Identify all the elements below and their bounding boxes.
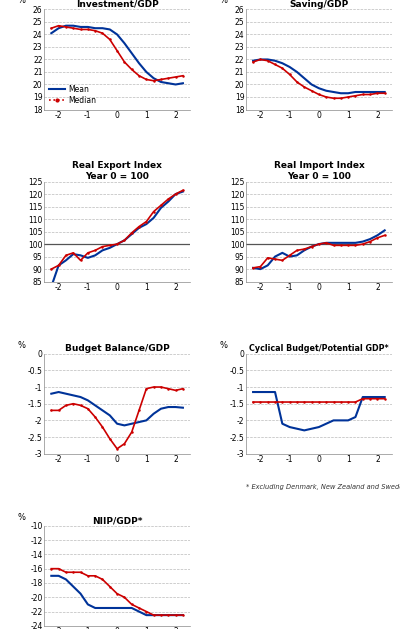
Title: Cyclical Budget/Potential GDP*: Cyclical Budget/Potential GDP* [249, 344, 389, 353]
Text: * Excluding Denmark, New Zealand and Sweden 1982.: * Excluding Denmark, New Zealand and Swe… [246, 484, 400, 490]
Title: NIIP/GDP*: NIIP/GDP* [92, 516, 142, 525]
Text: %: % [220, 0, 228, 6]
Text: %: % [18, 513, 26, 522]
Text: %: % [18, 0, 26, 6]
Text: %: % [220, 341, 228, 350]
Title: Investment/GDP: Investment/GDP [76, 0, 158, 9]
Title: Budget Balance/GDP: Budget Balance/GDP [65, 344, 170, 353]
Title: Saving/GDP: Saving/GDP [289, 0, 348, 9]
Legend: Mean, Median: Mean, Median [48, 84, 97, 106]
Title: Real Import Index
Year 0 = 100: Real Import Index Year 0 = 100 [274, 160, 364, 181]
Title: Real Export Index
Year 0 = 100: Real Export Index Year 0 = 100 [72, 160, 162, 181]
Text: %: % [18, 341, 26, 350]
